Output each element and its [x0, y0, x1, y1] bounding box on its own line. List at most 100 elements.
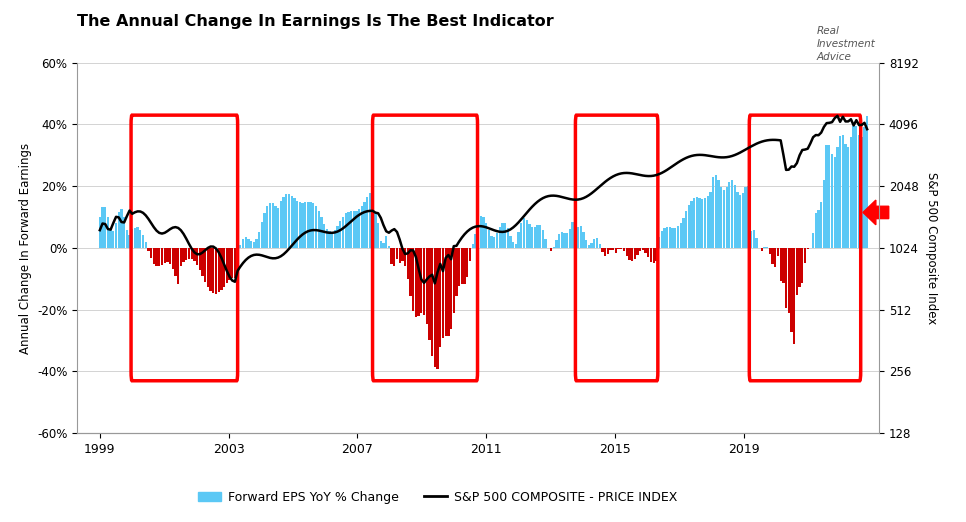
- Bar: [804, 248, 807, 263]
- Bar: [214, 248, 217, 294]
- Bar: [760, 248, 763, 251]
- Bar: [498, 227, 500, 248]
- Bar: [401, 248, 404, 261]
- Bar: [826, 146, 828, 248]
- Bar: [315, 206, 317, 248]
- Bar: [577, 227, 580, 248]
- Bar: [739, 195, 741, 248]
- Bar: [134, 228, 136, 248]
- Bar: [614, 248, 617, 253]
- Bar: [142, 235, 144, 248]
- Bar: [444, 248, 447, 336]
- Bar: [555, 240, 557, 248]
- Bar: [723, 190, 725, 248]
- Bar: [360, 206, 363, 248]
- Bar: [655, 248, 658, 261]
- Bar: [704, 198, 706, 248]
- Bar: [718, 180, 720, 248]
- Bar: [477, 220, 479, 248]
- Bar: [542, 230, 544, 248]
- Bar: [434, 248, 436, 367]
- Bar: [328, 231, 330, 248]
- Bar: [431, 248, 434, 356]
- Bar: [269, 203, 271, 248]
- Bar: [790, 248, 793, 332]
- Bar: [572, 222, 574, 248]
- Bar: [121, 209, 123, 248]
- Y-axis label: Annual Change In Forward Earnings: Annual Change In Forward Earnings: [18, 143, 32, 353]
- Bar: [728, 182, 730, 248]
- Bar: [590, 243, 593, 248]
- Bar: [720, 186, 723, 248]
- Bar: [101, 207, 103, 248]
- Bar: [333, 230, 336, 248]
- Bar: [160, 248, 163, 265]
- Bar: [128, 235, 130, 248]
- Bar: [220, 248, 222, 290]
- Bar: [634, 248, 636, 259]
- Bar: [593, 239, 595, 248]
- Bar: [864, 127, 866, 248]
- Bar: [455, 248, 458, 295]
- Bar: [709, 192, 712, 248]
- Bar: [755, 238, 757, 248]
- Bar: [150, 248, 153, 258]
- Bar: [587, 244, 590, 248]
- Bar: [858, 135, 860, 248]
- Bar: [204, 248, 207, 282]
- Bar: [347, 211, 350, 248]
- Bar: [426, 248, 428, 324]
- Bar: [685, 211, 687, 248]
- Bar: [834, 157, 836, 248]
- Bar: [747, 185, 750, 248]
- Bar: [464, 248, 466, 284]
- Bar: [601, 248, 604, 252]
- Bar: [174, 248, 177, 276]
- Bar: [115, 223, 117, 248]
- Bar: [255, 239, 258, 248]
- Bar: [682, 218, 685, 248]
- Bar: [199, 248, 201, 270]
- Bar: [753, 230, 754, 248]
- Bar: [234, 248, 236, 278]
- Bar: [828, 145, 831, 248]
- Bar: [258, 232, 261, 248]
- Bar: [123, 217, 126, 248]
- Bar: [628, 248, 631, 260]
- Bar: [172, 248, 174, 269]
- Bar: [855, 126, 858, 248]
- Bar: [667, 227, 668, 248]
- Bar: [612, 248, 614, 250]
- Bar: [814, 213, 817, 248]
- Bar: [550, 248, 553, 251]
- Bar: [440, 248, 441, 348]
- Bar: [358, 209, 360, 248]
- Bar: [428, 248, 431, 340]
- Bar: [841, 135, 844, 248]
- Bar: [509, 236, 512, 248]
- Bar: [366, 197, 368, 248]
- Bar: [242, 239, 244, 248]
- Bar: [823, 180, 825, 248]
- Bar: [658, 236, 660, 248]
- Bar: [801, 248, 804, 283]
- Bar: [377, 223, 380, 248]
- Bar: [866, 116, 868, 248]
- Bar: [180, 248, 182, 266]
- Bar: [558, 234, 560, 248]
- Bar: [331, 232, 333, 248]
- Bar: [185, 248, 187, 260]
- Bar: [320, 218, 323, 248]
- Bar: [399, 248, 401, 263]
- Bar: [471, 244, 474, 248]
- Bar: [196, 248, 198, 265]
- Bar: [374, 213, 377, 248]
- Bar: [861, 137, 863, 248]
- Bar: [604, 248, 607, 256]
- Bar: [847, 147, 849, 248]
- Bar: [637, 248, 639, 255]
- Bar: [831, 154, 833, 248]
- Bar: [766, 246, 768, 248]
- Bar: [545, 240, 547, 248]
- Bar: [531, 227, 533, 248]
